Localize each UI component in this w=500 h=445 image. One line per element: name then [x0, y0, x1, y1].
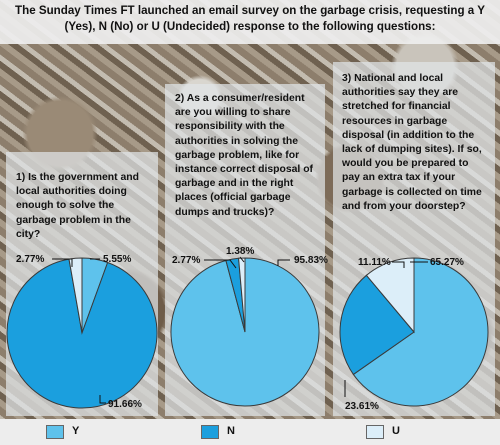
question-2-text: 2) As a consumer/resident are you willin… [175, 93, 314, 218]
legend-swatch-y [46, 425, 64, 439]
pie-3-leader-u [392, 261, 405, 268]
legend: Y N U [0, 419, 500, 445]
pie-2-leader-n [204, 259, 237, 269]
legend-swatch-n [201, 425, 219, 439]
pie-3-label-u: 11.11% [358, 257, 391, 268]
pie-1-label-y: 5.55% [103, 254, 131, 265]
header-panel: The Sunday Times FT launched an email su… [0, 0, 500, 44]
question-1-text: 1) Is the government and local authoriti… [16, 172, 139, 240]
pie-1-slice-n [6, 258, 158, 409]
pie-2-leader-y [277, 259, 290, 266]
pie-3-label-y: 65.27% [430, 257, 464, 268]
legend-label-u: U [392, 425, 400, 437]
pie-2-label-y: 95.83% [294, 255, 328, 266]
pie-3-label-n: 23.61% [345, 401, 379, 412]
pie-3-slice-y [352, 257, 489, 407]
pie-3-slice-u [365, 257, 415, 334]
infographic-title: The Sunday Times FT launched an email su… [15, 4, 485, 33]
pie-3-slice-n [339, 274, 415, 376]
pie-2-leader-u [239, 256, 245, 263]
pie-1-leader-n [99, 395, 106, 404]
pie-1-leader-u [52, 258, 73, 267]
pie-2-slice-u [238, 257, 246, 333]
pie-1-label-n: 91.66% [108, 399, 142, 410]
legend-label-n: N [227, 425, 235, 437]
legend-swatch-u [366, 425, 384, 439]
pie-2-label-u: 1.38% [226, 246, 254, 257]
pie-2-label-n: 2.77% [172, 255, 200, 266]
pie-1-label-u: 2.77% [16, 254, 44, 265]
legend-label-y: Y [72, 425, 80, 437]
question-3-text: 3) National and local authorities say th… [342, 73, 482, 212]
